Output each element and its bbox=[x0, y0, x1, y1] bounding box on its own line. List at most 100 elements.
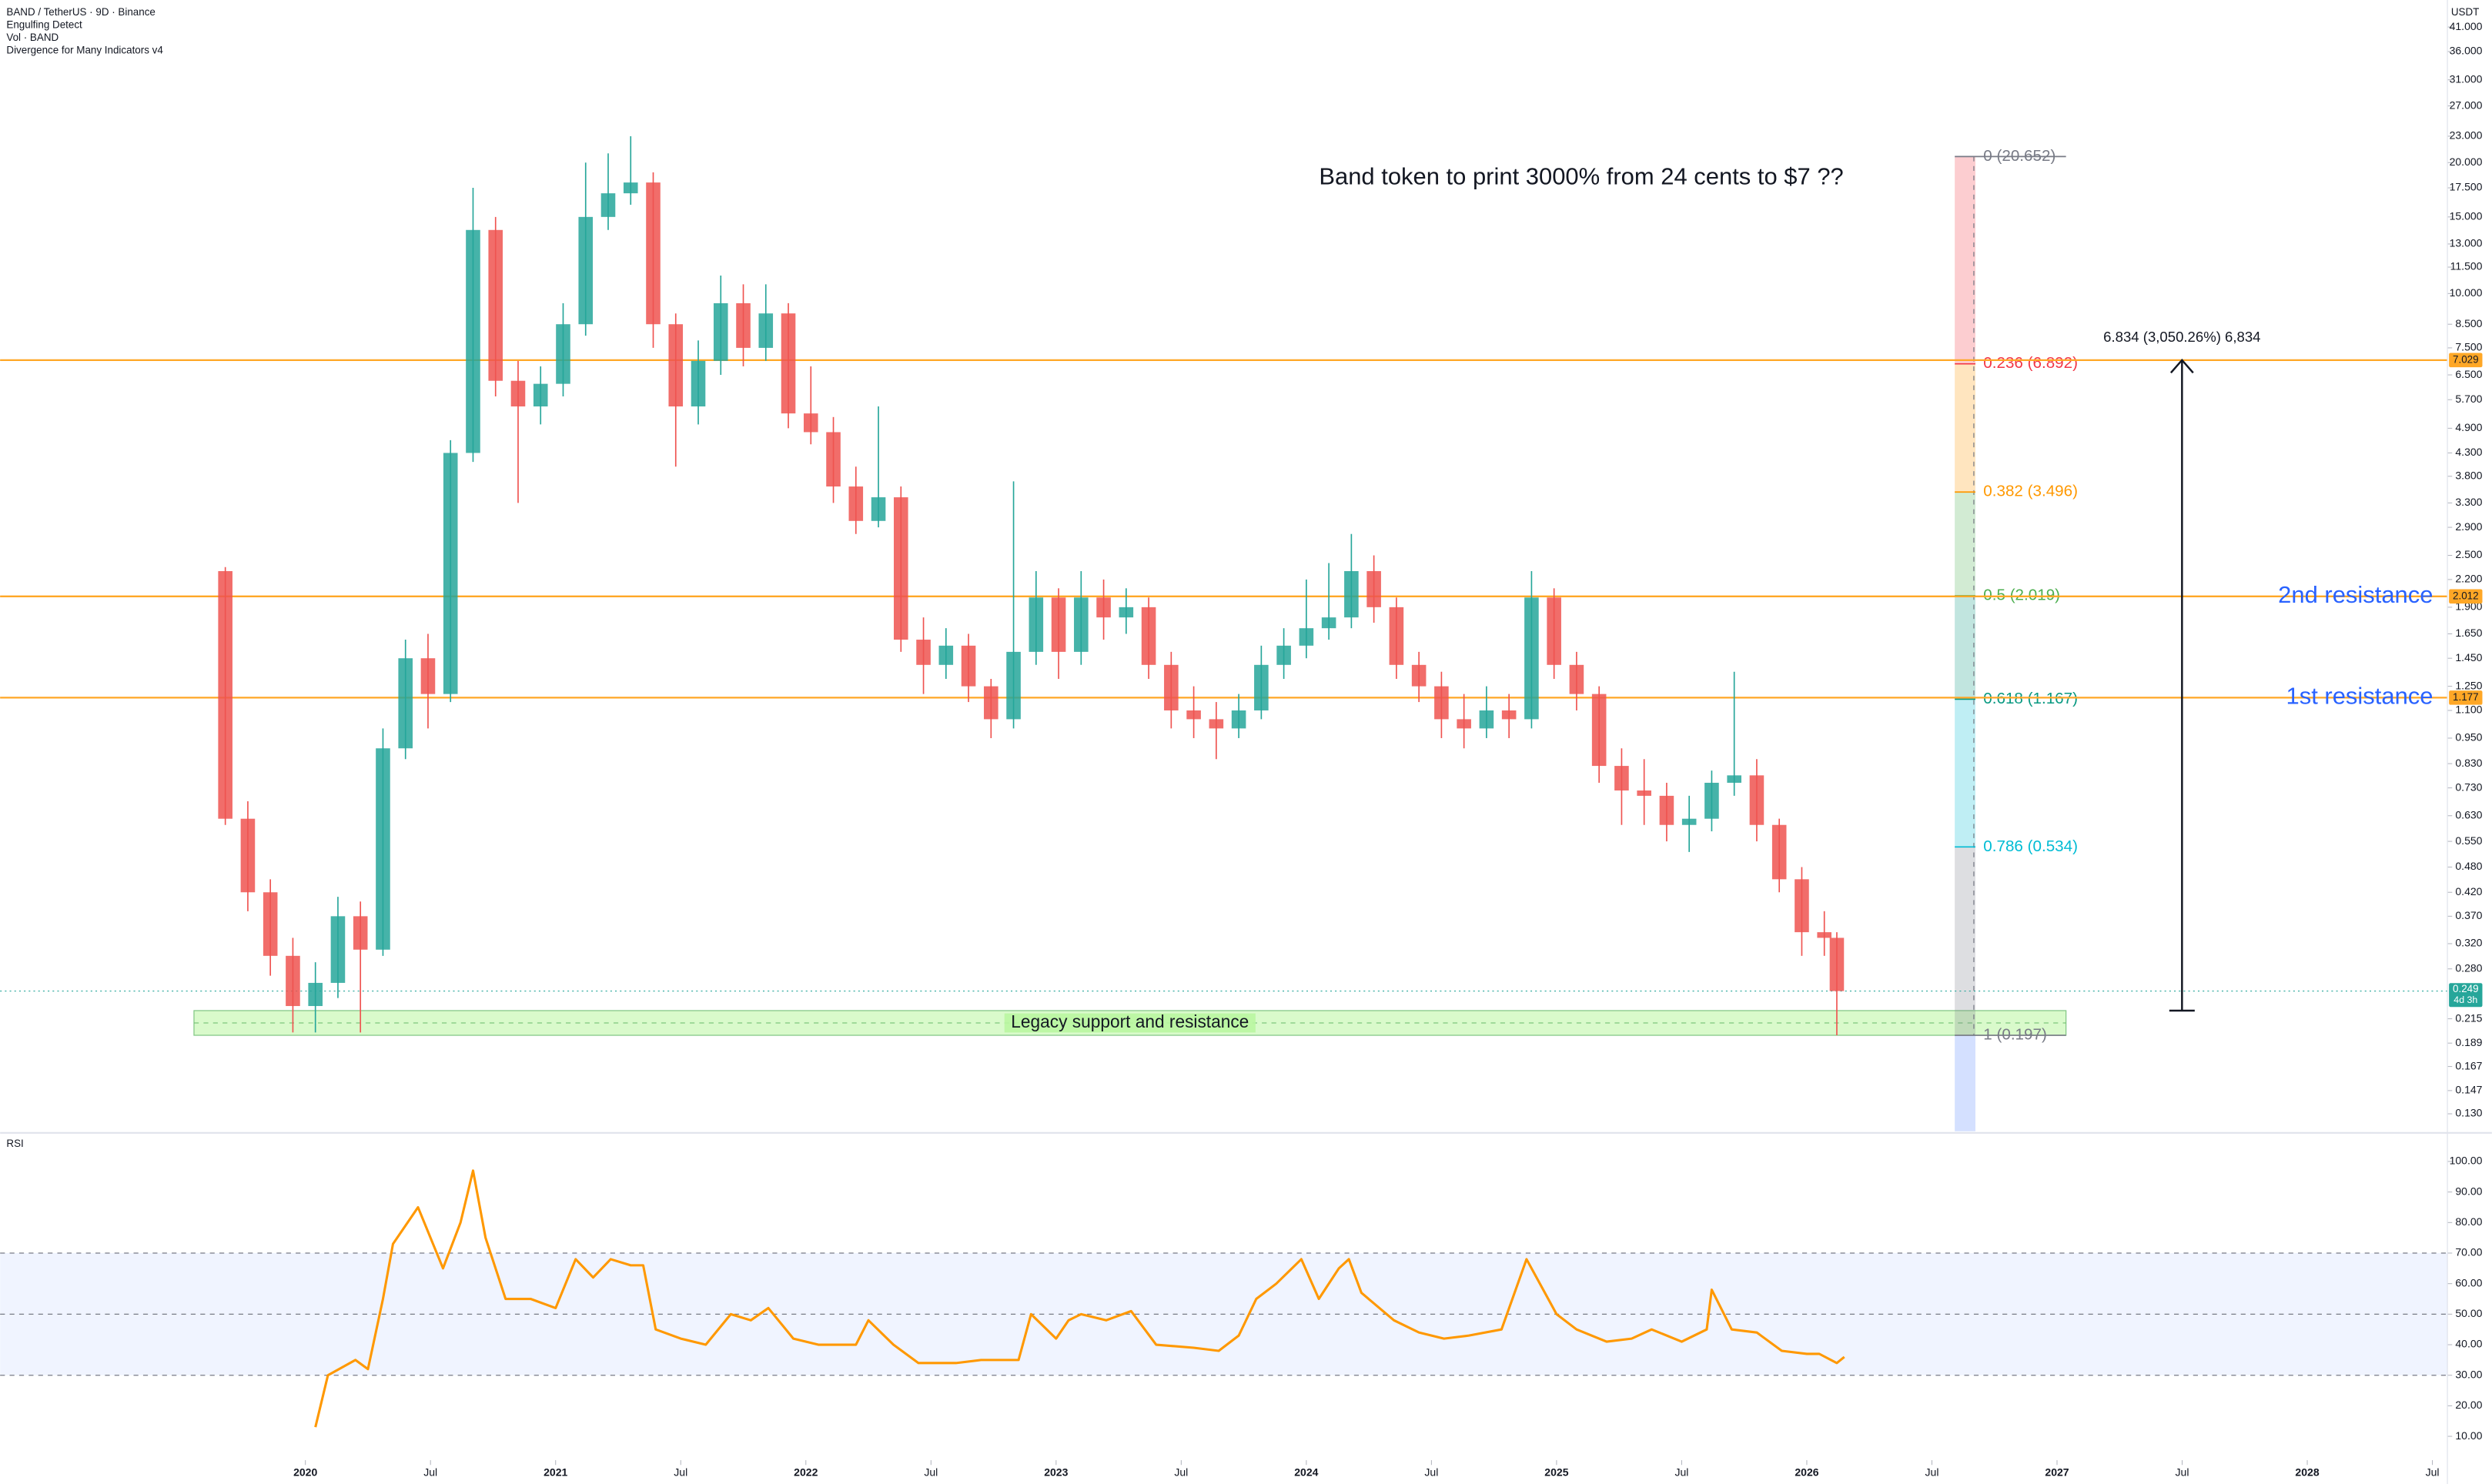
candle-body bbox=[556, 324, 570, 384]
y-tick-label: 4.900 bbox=[2455, 421, 2482, 433]
candle-body bbox=[1411, 664, 1427, 687]
y-tick-label: 1.100 bbox=[2455, 704, 2482, 716]
y-tick-label: 0.420 bbox=[2455, 885, 2482, 897]
line-annotation: 2nd resistance bbox=[2278, 581, 2433, 608]
last-price-label: 0.249 bbox=[2453, 983, 2479, 994]
candle-body bbox=[1704, 782, 1719, 819]
x-tick-label: Jul bbox=[1174, 1466, 1188, 1478]
candle-body bbox=[758, 313, 774, 348]
candle-body bbox=[894, 497, 908, 640]
y-tick-label: 0.280 bbox=[2455, 961, 2482, 974]
y-tick-label: 0.830 bbox=[2455, 757, 2482, 769]
candle-body bbox=[1254, 664, 1269, 710]
y-tick-label: 8.500 bbox=[2455, 317, 2482, 329]
y-tick-label: 0.730 bbox=[2455, 780, 2482, 793]
candle-body bbox=[803, 413, 818, 433]
y-tick-label: 20.00 bbox=[2455, 1399, 2482, 1411]
y-tick-label: 0.630 bbox=[2455, 808, 2482, 821]
y-tick-label: 30.00 bbox=[2455, 1368, 2482, 1380]
support-zone-label-bg bbox=[1004, 1013, 1256, 1033]
y-tick-label: 4.300 bbox=[2455, 446, 2482, 458]
candle-body bbox=[1096, 597, 1111, 618]
candle-body bbox=[218, 570, 232, 819]
candle-body bbox=[623, 182, 638, 194]
y-tick-label: 0.550 bbox=[2455, 834, 2482, 847]
x-tick-label: 2027 bbox=[2045, 1466, 2069, 1478]
candle-body bbox=[286, 955, 300, 1007]
price-tag bbox=[2449, 353, 2483, 368]
y-tick-label: 1.250 bbox=[2455, 679, 2482, 691]
candle-body bbox=[488, 229, 503, 381]
candle-body bbox=[1795, 879, 1809, 933]
candle-body bbox=[668, 324, 684, 407]
fib-label: 0.786 (0.534) bbox=[1983, 837, 2078, 855]
fib-zone bbox=[1955, 699, 1975, 847]
candle-body bbox=[848, 486, 864, 521]
candle-body bbox=[533, 383, 548, 407]
x-tick-label: 2021 bbox=[544, 1466, 567, 1478]
y-tick-label: 11.500 bbox=[2450, 260, 2483, 272]
y-tick-label: 13.000 bbox=[2450, 237, 2483, 249]
rsi-line bbox=[314, 1169, 1845, 1428]
candle-body bbox=[1366, 570, 1381, 607]
y-tick-label: 0.130 bbox=[2455, 1107, 2482, 1119]
fib-zone bbox=[1955, 492, 1975, 596]
candle-body bbox=[1051, 597, 1066, 652]
y-tick-label: 0.370 bbox=[2455, 909, 2482, 921]
candle-body bbox=[916, 640, 931, 665]
x-tick-label: Jul bbox=[2176, 1466, 2189, 1478]
y-tick-label: 0.189 bbox=[2455, 1036, 2482, 1048]
price-tag bbox=[2449, 589, 2483, 604]
y-tick-label: 3.800 bbox=[2455, 469, 2482, 481]
indicator-name: Divergence for Many Indicators v4 bbox=[6, 45, 163, 56]
fib-extension bbox=[1955, 1035, 1975, 1131]
symbol-title: BAND / TetherUS · 9D · Binance bbox=[6, 6, 155, 18]
y-tick-label: 10.000 bbox=[2450, 286, 2483, 299]
y-tick-label: 17.500 bbox=[2450, 181, 2483, 193]
y-tick-label: 40.00 bbox=[2455, 1338, 2482, 1350]
y-tick-label: 0.167 bbox=[2455, 1059, 2482, 1071]
x-tick-label: Jul bbox=[2426, 1466, 2440, 1478]
candle-body bbox=[691, 360, 706, 407]
candle-body bbox=[1029, 597, 1044, 652]
price-tag-label: 1.177 bbox=[2453, 691, 2479, 703]
y-tick-label: 31.000 bbox=[2450, 72, 2483, 85]
candle-body bbox=[736, 302, 751, 348]
indicator-name: Vol · BAND bbox=[6, 32, 59, 43]
candle-body bbox=[1749, 775, 1764, 825]
candle-body bbox=[781, 313, 796, 414]
candle-body bbox=[961, 645, 976, 687]
candle-body bbox=[1591, 694, 1607, 767]
x-tick-label: Jul bbox=[924, 1466, 938, 1478]
y-tick-label: 1.450 bbox=[2455, 651, 2482, 663]
y-tick-label: 70.00 bbox=[2455, 1246, 2482, 1258]
candle-body bbox=[1771, 824, 1787, 880]
y-tick-label: 0.147 bbox=[2455, 1084, 2482, 1096]
candle-body bbox=[1276, 645, 1291, 665]
y-tick-label: 5.700 bbox=[2455, 393, 2482, 405]
candle-body bbox=[308, 982, 323, 1007]
candle-body bbox=[240, 818, 256, 893]
measure-arrowhead bbox=[2169, 358, 2194, 374]
y-tick-label: 41.000 bbox=[2450, 20, 2483, 32]
candle-body bbox=[646, 182, 661, 325]
candle-body bbox=[1524, 597, 1539, 720]
candle-body bbox=[1164, 664, 1179, 710]
x-tick-label: 2023 bbox=[1044, 1466, 1068, 1478]
candle-body bbox=[510, 380, 526, 407]
x-tick-label: 2020 bbox=[293, 1466, 317, 1478]
candle-body bbox=[1659, 795, 1674, 825]
y-tick-label: 100.00 bbox=[2450, 1155, 2483, 1167]
candle-body bbox=[1817, 932, 1831, 938]
fib-zone bbox=[1955, 363, 1975, 493]
candle-body bbox=[1727, 775, 1741, 783]
y-tick-label: 3.300 bbox=[2455, 496, 2482, 508]
y-tick-label: 2.900 bbox=[2455, 520, 2482, 533]
fib-label: 1 (0.197) bbox=[1983, 1025, 2047, 1043]
candle-body bbox=[1074, 597, 1089, 652]
candle-body bbox=[1547, 597, 1561, 665]
y-tick-label: 50.00 bbox=[2455, 1307, 2482, 1319]
y-tick-label: 60.00 bbox=[2455, 1276, 2482, 1288]
candle-body bbox=[938, 645, 954, 665]
